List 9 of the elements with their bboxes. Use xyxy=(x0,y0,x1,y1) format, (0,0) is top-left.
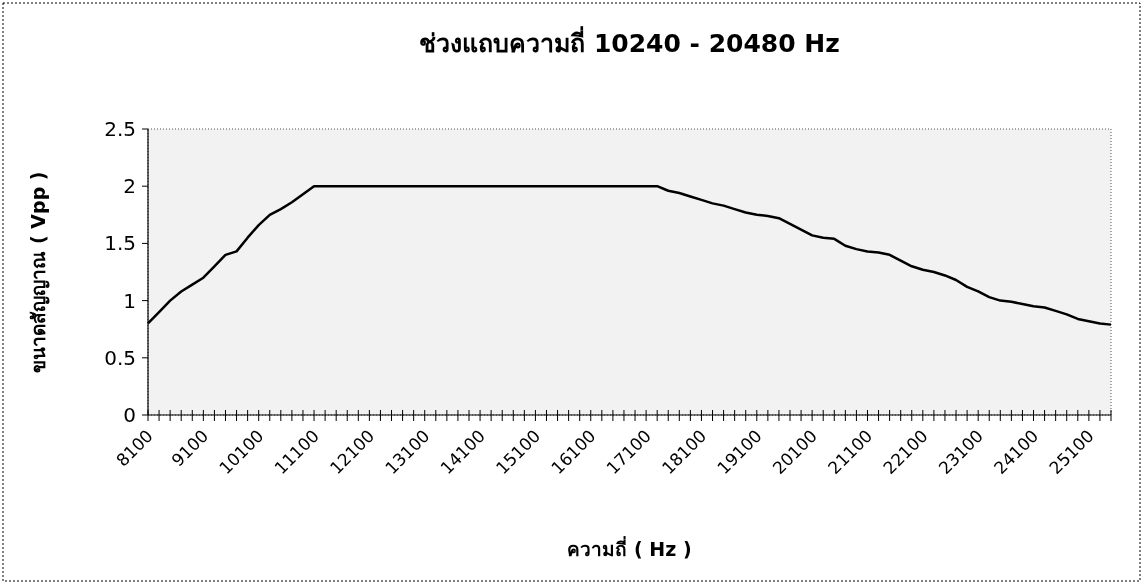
y-tick-label: 1 xyxy=(123,288,136,313)
y-tick-label: 2.5 xyxy=(104,117,136,141)
y-axis-title: ขนาดสัญญาณ ( Vpp ) xyxy=(27,171,50,373)
x-axis-title: ความถี่ ( Hz ) xyxy=(567,536,692,560)
chart-title: ช่วงแถบความถี่ 10240 - 20480 Hz xyxy=(419,26,840,58)
y-tick-label: 0.5 xyxy=(104,345,136,370)
y-tick-label: 2 xyxy=(123,174,136,199)
y-tick-label: 1.5 xyxy=(104,231,136,256)
y-tick-label: 0 xyxy=(123,403,136,427)
